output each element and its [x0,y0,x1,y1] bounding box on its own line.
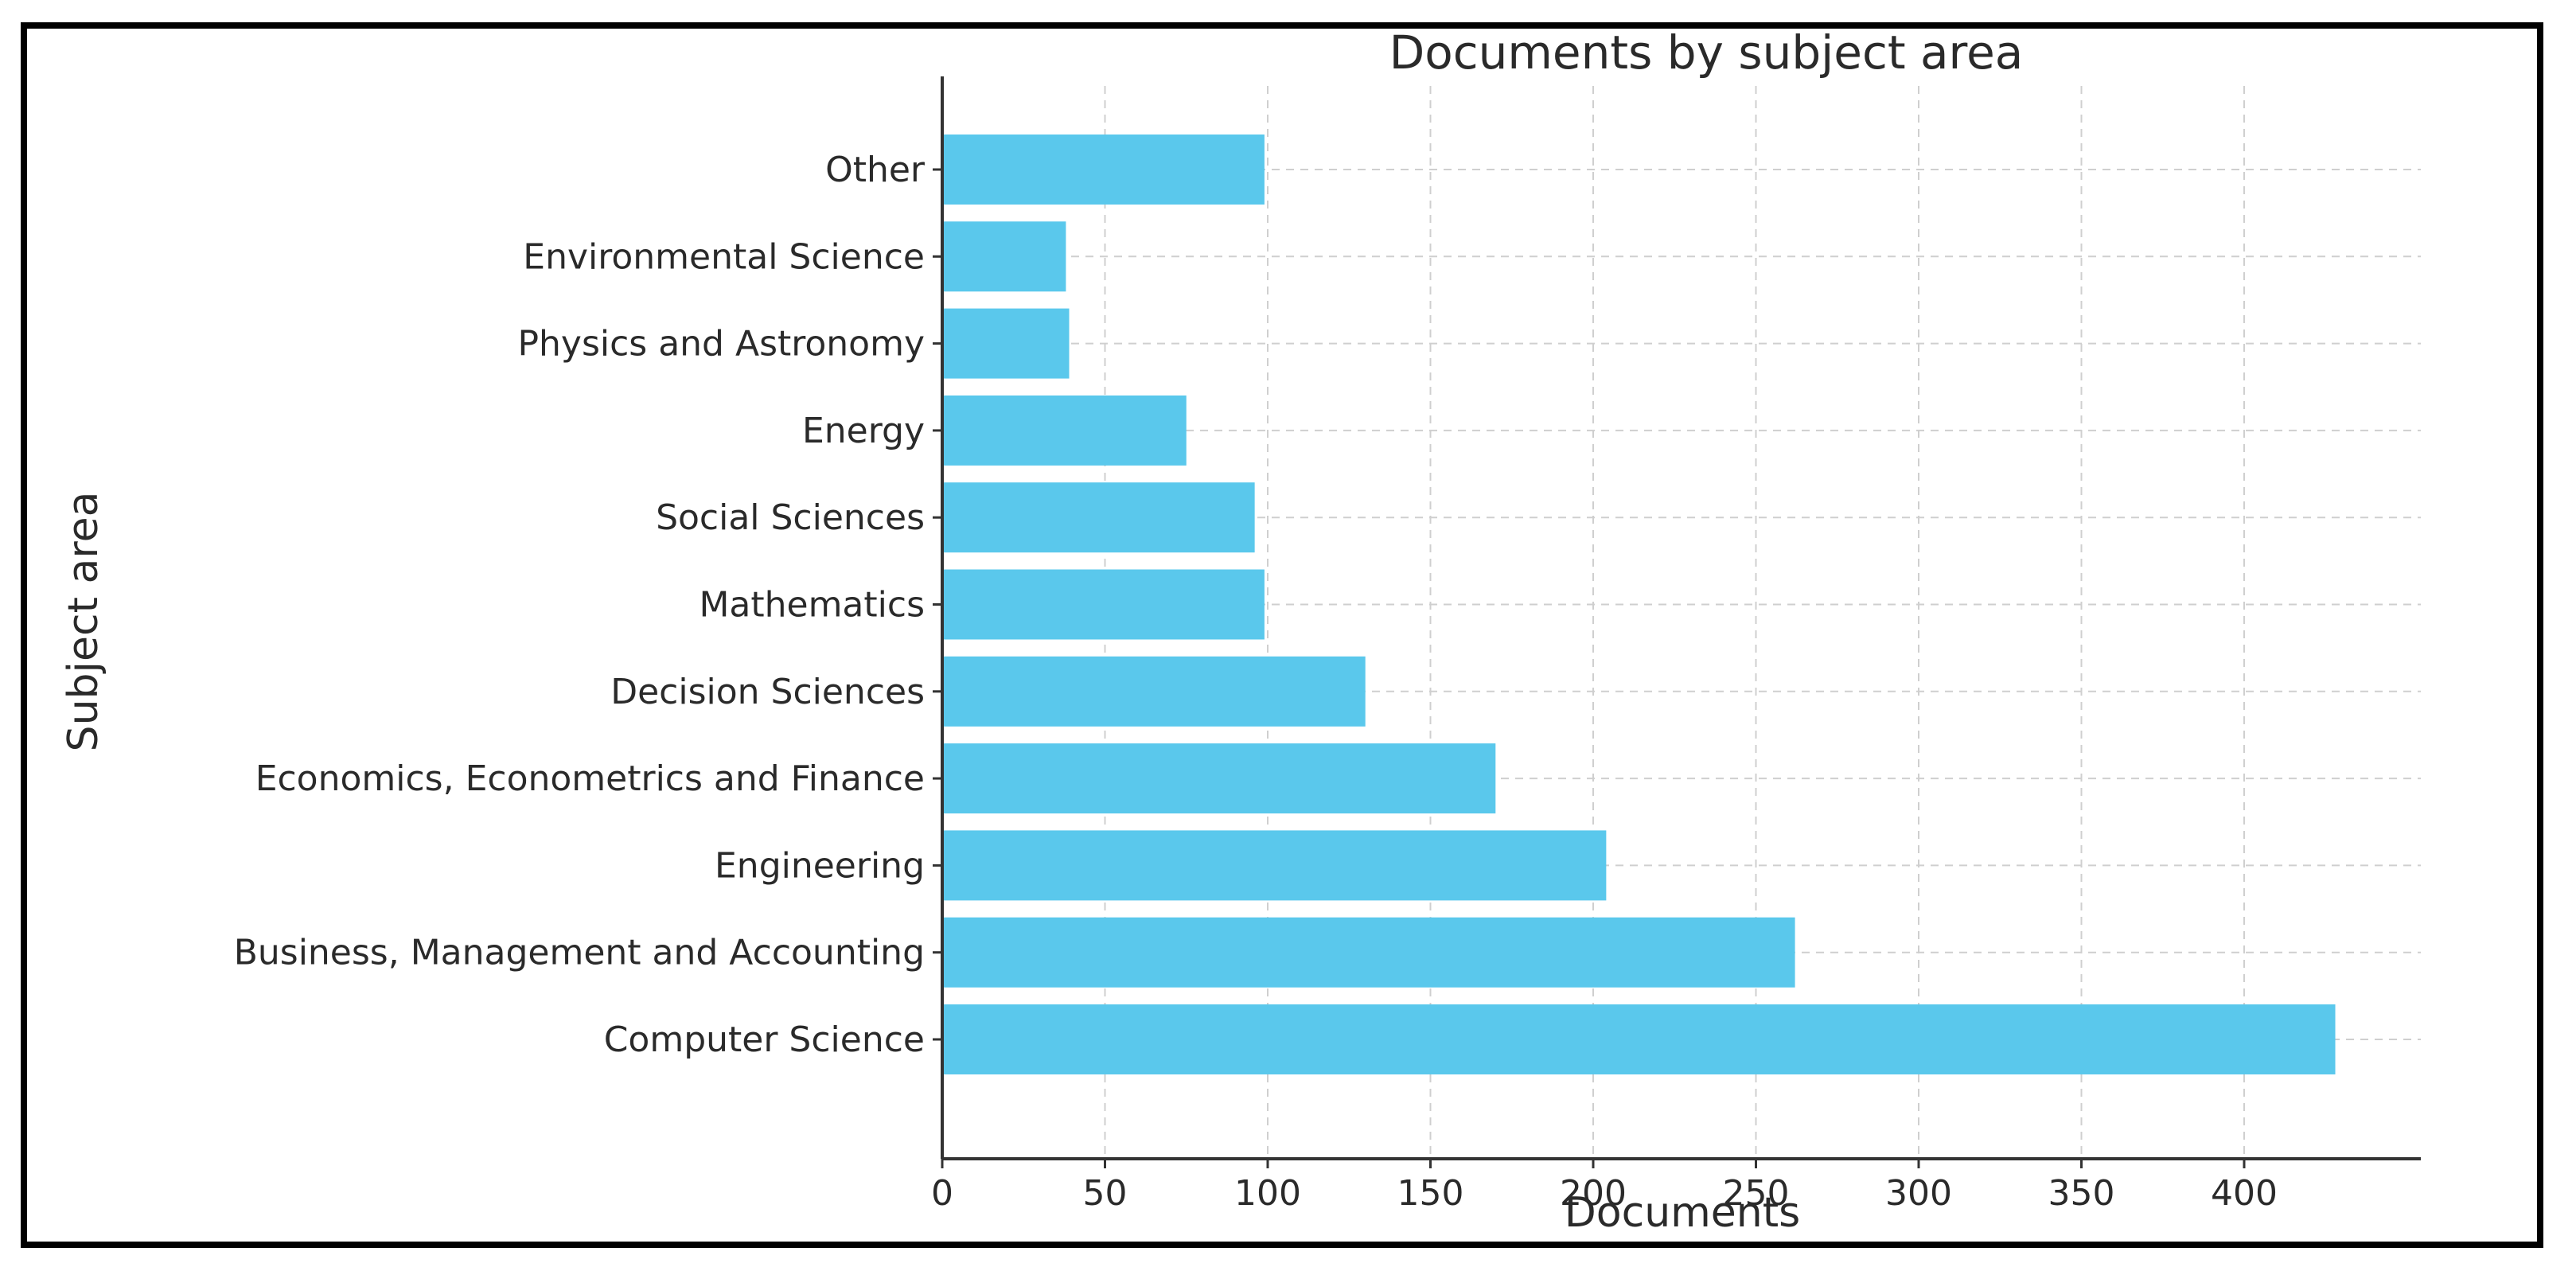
y-tick-label: Physics and Astronomy [518,324,926,365]
bar-engineering [942,830,1607,901]
y-tick-label: Business, Management and Accounting [234,933,925,973]
bar-other [942,135,1265,205]
bar-social-sciences [942,482,1255,553]
bar-environmental-science [942,221,1066,292]
x-tick-label: 250 [1723,1173,1790,1214]
axes-layer [933,76,2421,1168]
y-tick-label: Economics, Econometrics and Finance [255,758,925,799]
y-axis-label: Subject area [60,492,107,752]
y-tick-label: Environmental Science [523,236,925,277]
y-tick-label: Energy [802,411,925,451]
chart-title: Documents by subject area [1389,29,2024,80]
y-tick-label: Social Sciences [656,497,925,538]
bar-energy [942,395,1187,466]
y-tick-label: Mathematics [699,585,925,626]
y-tick-label: Computer Science [604,1020,925,1060]
y-tick-label: Other [825,150,926,190]
bar-computer-science [942,1004,2336,1074]
x-tick-label: 200 [1560,1173,1627,1214]
x-tick-label: 50 [1083,1173,1128,1214]
x-tick-label: 400 [2211,1173,2278,1214]
bar-decision-sciences [942,656,1366,727]
bar-physics-and-astronomy [942,308,1070,379]
bar-economics-econometrics-and-finance [942,743,1496,814]
x-tick-labels: 0 50 100 150 200 250 300 350 400 [931,1173,2278,1214]
chart-frame: Documents by subject area Computer Scien… [21,22,2543,1248]
bar-business-management-and-accounting [942,917,1795,988]
bars-layer [942,135,2336,1074]
bar-chart: Documents by subject area Computer Scien… [60,29,2421,1237]
x-tick-label: 0 [931,1173,953,1214]
y-tick-label: Engineering [715,845,925,886]
x-tick-label: 300 [1885,1173,1952,1214]
y-tick-label: Decision Sciences [610,672,925,712]
y-tick-labels: Computer Science Business, Management and… [234,150,926,1060]
bar-mathematics [942,569,1265,640]
x-tick-label: 350 [2048,1173,2115,1214]
x-tick-label: 150 [1397,1173,1464,1214]
x-tick-label: 100 [1234,1173,1301,1214]
x-axis-label: Documents [1565,1189,1801,1237]
